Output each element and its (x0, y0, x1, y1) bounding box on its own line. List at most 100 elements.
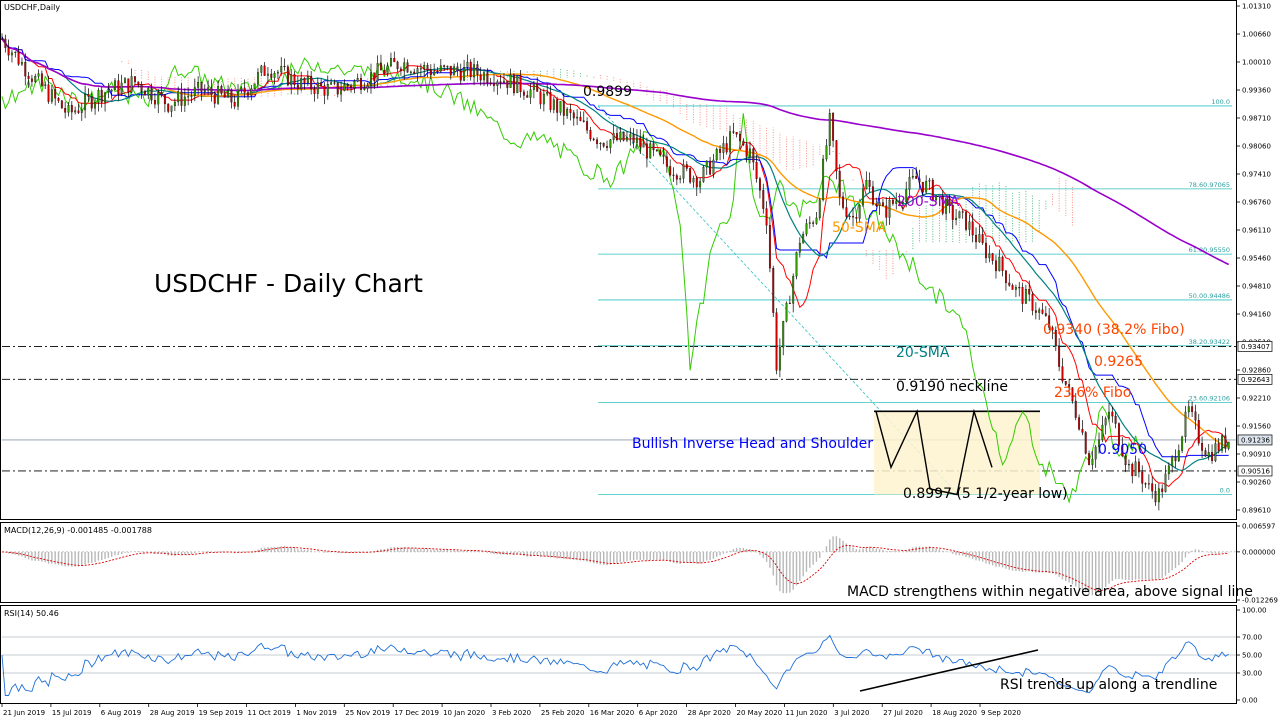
candle-body (998, 256, 1001, 272)
candle-body (1021, 287, 1024, 304)
pattern-box (874, 411, 1040, 495)
candle-body (104, 92, 107, 103)
candle-body (818, 199, 821, 219)
candle-body (795, 252, 798, 277)
candle-body (187, 96, 190, 98)
candle-body (808, 222, 811, 224)
candle-body (80, 109, 83, 113)
candle-body (1051, 327, 1054, 331)
candle-body (536, 83, 539, 92)
x-tick-label: 3 Jul 2020 (834, 709, 869, 717)
candle-body (566, 108, 569, 116)
x-tick-label: 1 Nov 2019 (296, 709, 336, 717)
candle-body (203, 90, 206, 92)
candle-body (559, 100, 562, 113)
rsi-title: RSI(14) 50.46 (4, 609, 59, 618)
candle-body (911, 176, 914, 178)
candle-body (556, 99, 559, 113)
candle-body (233, 102, 236, 107)
candle-body (778, 347, 781, 371)
candle-body (596, 139, 599, 144)
candle-body (1101, 424, 1104, 440)
candle-body (995, 260, 997, 272)
candle-body (7, 47, 10, 56)
candle-body (938, 195, 941, 197)
y-tick-label: 1.00010 (1242, 59, 1271, 67)
y-tick-label: 0.92860 (1242, 367, 1271, 375)
y-tick-label: 0.94160 (1242, 311, 1271, 319)
candle-body (1197, 420, 1200, 444)
candle-body (699, 181, 702, 188)
candle-body (396, 61, 399, 70)
candle-body (436, 70, 439, 73)
candle-body (170, 105, 173, 112)
candle-body (1211, 452, 1214, 461)
chart-title: USDCHF - Daily Chart (154, 269, 423, 298)
candle-body (157, 92, 160, 105)
candle-body (705, 160, 708, 168)
candle-body (529, 89, 532, 98)
candle-body (732, 131, 735, 133)
candle-body (333, 82, 336, 84)
candle-body (971, 221, 974, 236)
candle-body (812, 222, 815, 224)
candle-body (546, 91, 549, 95)
macd-title: MACD(12,26,9) -0.001485 -0.001788 (4, 526, 152, 535)
candle-body (572, 112, 575, 119)
price-tag-label: 0.90516 (1241, 467, 1270, 475)
candle-body (1018, 287, 1021, 289)
price-tag-label: 0.92643 (1241, 376, 1270, 384)
candle-body (183, 96, 186, 106)
candle-body (758, 178, 761, 191)
candle-body (54, 89, 57, 99)
annotation-peak: 0.9899 (583, 84, 632, 100)
price-tag (1237, 341, 1273, 352)
candle-body (968, 221, 971, 230)
candle-body (622, 131, 625, 141)
candle-body (50, 89, 53, 102)
candle-body (406, 62, 409, 73)
candle-body (77, 110, 80, 113)
candle-body (366, 85, 369, 89)
x-tick-label: 18 Aug 2020 (932, 709, 977, 717)
candle-body (579, 116, 582, 121)
x-tick-label: 15 Jul 2019 (52, 709, 92, 717)
candle-body (439, 65, 442, 72)
candle-body (1014, 287, 1017, 290)
main-panel (0, 0, 1237, 520)
candle-body (945, 199, 948, 214)
candle-body (1044, 313, 1047, 316)
x-tick-label: 9 Sep 2020 (981, 709, 1021, 717)
candle-body (4, 38, 7, 48)
annotation-9050: 0.9050 (1098, 442, 1147, 458)
candle-body (616, 133, 618, 141)
candle-body (1088, 453, 1091, 465)
candle-body (542, 93, 545, 105)
candle-body (343, 84, 346, 91)
x-tick-label: 11 Oct 2019 (248, 709, 291, 717)
candle-body (27, 75, 30, 79)
candle-body (313, 88, 316, 94)
candle-body (805, 223, 808, 235)
candle-body (1071, 387, 1074, 402)
annotation-inverse-hs: Bullish Inverse Head and Shoulder (632, 436, 873, 452)
rsi-y-label: 70.00 (1242, 634, 1262, 642)
candle-body (975, 234, 977, 243)
candle-body (576, 116, 579, 119)
candle-body (915, 176, 918, 179)
candle-body (898, 200, 901, 204)
candle-body (323, 85, 326, 96)
candle-body (891, 199, 894, 204)
candle-body (316, 82, 319, 94)
candle-body (592, 138, 595, 140)
candle-body (702, 167, 705, 182)
candle-body (1048, 315, 1051, 328)
y-tick-label: 0.92210 (1242, 395, 1271, 403)
candle-body (539, 91, 542, 105)
candle-body (300, 78, 303, 90)
macd-y-label: -0.012269 (1242, 597, 1278, 605)
candle-body (1064, 380, 1067, 385)
fib-label: 23.60.92106 (1189, 394, 1230, 402)
candle-body (612, 133, 615, 140)
